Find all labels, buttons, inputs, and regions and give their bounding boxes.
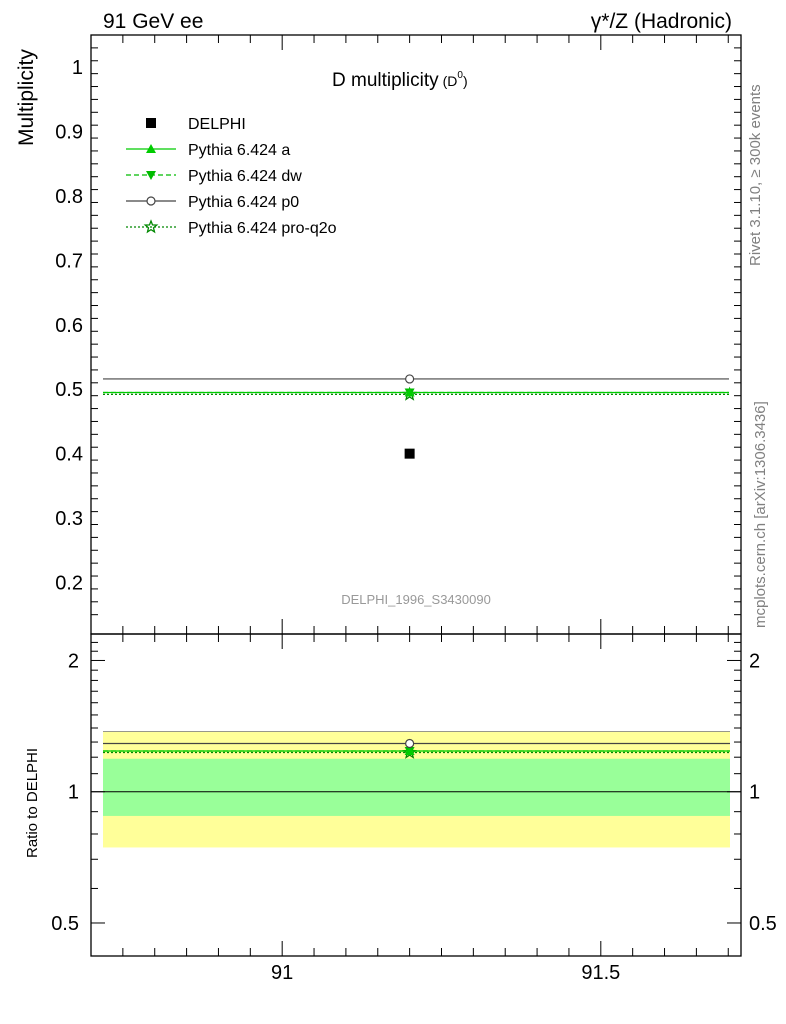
legend-label-pythia-6-424-pro-q2o: Pythia 6.424 pro-q2o	[188, 220, 337, 237]
ratio-band-inner	[103, 758, 730, 816]
ratio-ytick-label-left: 1	[68, 782, 79, 804]
main-ytick-label: 0.5	[55, 379, 83, 401]
main-ytick-label: 0.3	[55, 508, 83, 530]
ratio-xtick-label: 91	[271, 962, 293, 984]
main-ytick-label: 0.9	[55, 122, 83, 144]
ratio-ytick-label-right: 2	[749, 650, 760, 672]
main-ytick-label: 0.2	[55, 572, 83, 594]
main-ylabel: Multiplicity	[15, 49, 38, 146]
ratio-xtick-label: 91.5	[581, 962, 620, 984]
ratio-frame	[90, 633, 742, 957]
legend-marker-delphi	[146, 118, 156, 128]
ratio-ytick-label-right: 0.5	[749, 913, 777, 935]
legend-marker-pythia-6-424-a	[146, 144, 156, 153]
main-point-delphi	[404, 448, 415, 459]
axes-group: 0.2 0.3 0.4 0.5 0.6 0.7 0.8 0.9 1 91 91.5 0.5 0.5 1 1 2…	[51, 34, 777, 984]
main-point-pythia-6-424-p0	[405, 374, 415, 384]
main-ytick-label: 1	[72, 57, 83, 79]
main-panel-content	[103, 374, 729, 459]
main-ytick-label: 0.4	[55, 444, 83, 466]
legend-label-pythia-6-424-dw: Pythia 6.424 dw	[188, 168, 302, 185]
ratio-ylabel: Ratio to DELPHI	[24, 748, 41, 858]
main-point-pythia-6-424-a	[404, 387, 415, 397]
header-right: γ*/Z (Hadronic)	[591, 10, 732, 33]
ratio-point-pythia-6-424-p0	[405, 738, 415, 749]
header-left: 91 GeV ee	[103, 10, 203, 33]
main-ytick-label: 0.7	[55, 250, 83, 272]
legend-marker-pythia-6-424-p0	[146, 196, 156, 206]
main-title: D multiplicity (D0)	[332, 70, 468, 91]
main-ytick-label: 0.6	[55, 315, 83, 337]
ratio-panel-content	[91, 731, 741, 848]
legend-marker-pythia-6-424-dw	[146, 171, 156, 180]
ratio-ytick-label-right: 1	[749, 782, 760, 804]
ratio-ytick-label-left: 0.5	[51, 913, 79, 935]
ratio-ytick-label-left: 2	[68, 650, 79, 672]
legend-marker-pythia-6-424-pro-q2o	[143, 219, 159, 234]
legend-label-delphi: DELPHI	[188, 116, 246, 133]
mcplots-label: mcplots.cern.ch [arXiv:1306.3436]	[752, 401, 769, 628]
legend-label-pythia-6-424-p0: Pythia 6.424 p0	[188, 194, 299, 211]
analysis-watermark: DELPHI_1996_S3430090	[341, 592, 491, 607]
legend-label-pythia-6-424-a: Pythia 6.424 a	[188, 142, 290, 159]
legend: DELPHI Pythia 6.424 a Pythia 6.424 dw Pythi…	[126, 116, 337, 237]
main-ytick-label: 0.8	[55, 186, 83, 208]
ratio-point-pythia-6-424-a	[404, 745, 415, 755]
rivet-label: Rivet 3.1.10, ≥ 300k events	[747, 84, 764, 266]
